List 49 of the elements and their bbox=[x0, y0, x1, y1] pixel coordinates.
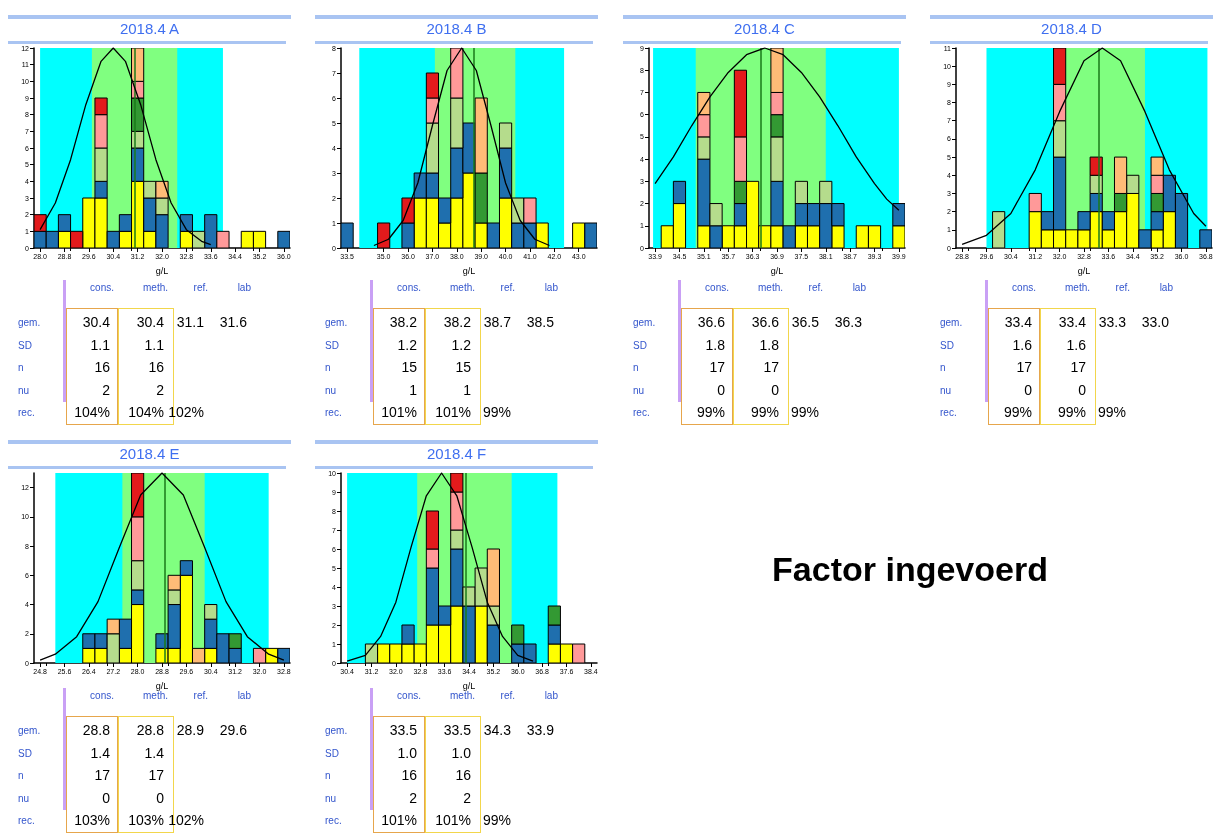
text: nu 1 1 bbox=[325, 381, 471, 398]
text: gem. 33.5 33.5 34.3 33.9 bbox=[325, 722, 554, 738]
x-axis-title: g/L bbox=[462, 265, 476, 276]
text: SD 1.2 1.2 bbox=[325, 336, 471, 353]
text: SD 1.8 1.8 bbox=[633, 336, 779, 353]
text: gem. 33.4 33.4 33.3 33.0 bbox=[940, 314, 1169, 330]
text: n 17 17 bbox=[18, 767, 164, 783]
x-axis-title: g/L bbox=[155, 265, 169, 276]
text: cons. meth. ref. lab bbox=[705, 282, 866, 293]
text: nu 0 0 bbox=[633, 381, 779, 398]
chart-title: 2018.4 F bbox=[425, 444, 488, 464]
x-axis-title: g/L bbox=[770, 265, 784, 276]
text: n 16 16 bbox=[325, 767, 471, 783]
text: cons. meth. ref. lab bbox=[397, 690, 558, 701]
text: cons. meth. ref. lab bbox=[1012, 282, 1173, 293]
x-axis-title: g/L bbox=[1077, 265, 1091, 276]
text: SD 1.0 1.0 bbox=[325, 744, 471, 761]
x-axis-title: g/L bbox=[462, 680, 476, 691]
text: Factor ingevoerd bbox=[771, 550, 1049, 589]
text: cons. meth. ref. lab bbox=[90, 282, 251, 293]
chart-title: 2018.4 E bbox=[118, 444, 181, 464]
text: rec. 101% 101% 99% bbox=[325, 404, 511, 420]
line-series bbox=[373, 47, 551, 247]
text: gem. 38.2 38.2 38.7 38.5 bbox=[325, 314, 554, 330]
text: gem. 30.4 30.4 31.1 31.6 bbox=[18, 314, 247, 330]
chart-title: 2018.4 B bbox=[425, 19, 488, 39]
text: n 16 16 bbox=[18, 359, 164, 375]
text: SD 1.1 1.1 bbox=[18, 336, 164, 353]
text: cons. meth. ref. lab bbox=[90, 690, 251, 701]
text: SD 1.6 1.6 bbox=[940, 336, 1086, 353]
text: rec. 99% 99% 99% bbox=[633, 404, 819, 420]
text: rec. 99% 99% 99% bbox=[940, 404, 1126, 420]
text: gem. 28.8 28.8 28.9 29.6 bbox=[18, 722, 247, 738]
chart-title: 2018.4 C bbox=[733, 19, 796, 39]
text: nu 2 2 bbox=[325, 789, 471, 806]
text: SD 1.4 1.4 bbox=[18, 744, 164, 761]
text: nu 0 0 bbox=[18, 789, 164, 806]
text: gem. 36.6 36.6 36.5 36.3 bbox=[633, 314, 862, 330]
text: cons. meth. ref. lab bbox=[397, 282, 558, 293]
chart-title: 2018.4 D bbox=[1040, 19, 1103, 39]
text: rec. 101% 101% 99% bbox=[325, 812, 511, 828]
text: nu 2 2 bbox=[18, 381, 164, 398]
chart-title: 2018.4 A bbox=[118, 19, 181, 39]
x-axis-title: g/L bbox=[155, 680, 169, 691]
text: n 15 15 bbox=[325, 359, 471, 375]
text: nu 0 0 bbox=[940, 381, 1086, 398]
line-series bbox=[961, 47, 1207, 246]
text: n 17 17 bbox=[940, 359, 1086, 375]
text: n 17 17 bbox=[633, 359, 779, 375]
